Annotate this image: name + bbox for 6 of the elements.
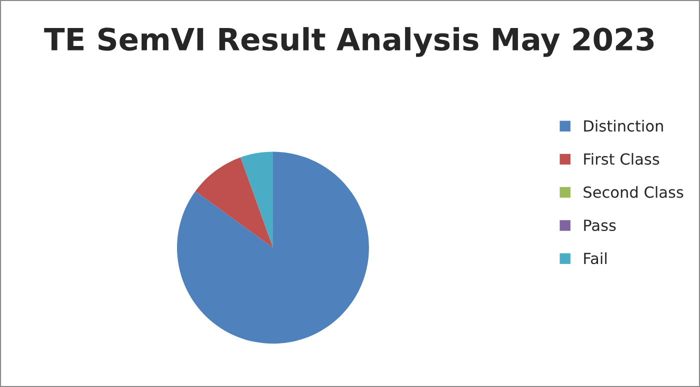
legend-label: Pass [584,220,616,232]
legend-label: Distinction [584,120,663,132]
legend-label: Second Class [584,186,684,198]
legend-label: First Class [584,152,660,165]
chart-title: TE SemVI Result Analysis May 2023 [44,27,654,57]
legend-label: Fail [584,252,606,264]
